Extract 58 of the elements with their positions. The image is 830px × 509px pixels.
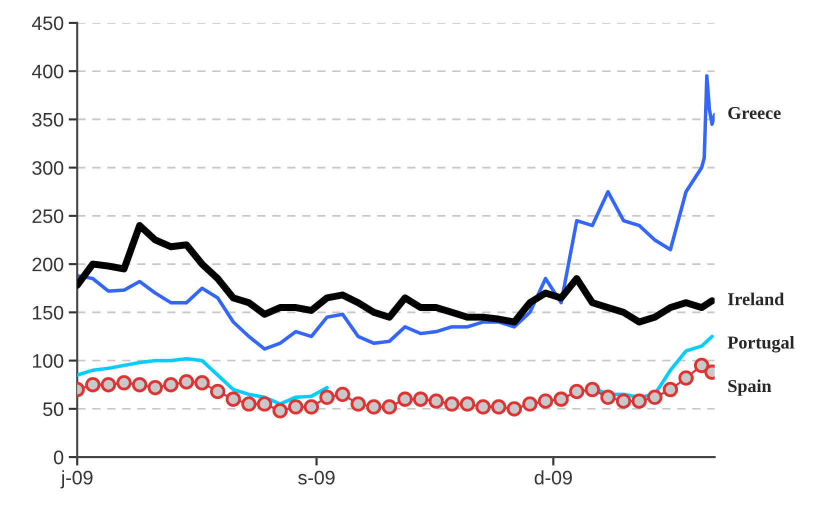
point xyxy=(210,384,226,400)
point xyxy=(538,393,554,409)
point xyxy=(178,374,194,390)
x-tick-label: s-09 xyxy=(298,470,335,485)
point xyxy=(632,393,647,409)
point xyxy=(600,390,616,405)
point xyxy=(334,386,350,402)
point xyxy=(397,392,413,407)
point xyxy=(506,401,522,416)
y-tick-label: 450 xyxy=(32,16,64,30)
series-label: Portugal xyxy=(728,336,794,352)
series-label: Ireland xyxy=(728,292,784,306)
point xyxy=(412,392,428,407)
point xyxy=(256,396,272,412)
point xyxy=(304,399,319,415)
point xyxy=(662,382,678,398)
y-tick-label: 100 xyxy=(33,354,64,368)
point xyxy=(272,403,288,418)
point xyxy=(116,375,132,390)
point xyxy=(428,393,444,409)
point xyxy=(148,380,163,396)
series-label: Greece xyxy=(728,106,781,120)
point xyxy=(319,390,335,405)
x-tick-label: j-09 xyxy=(60,470,92,488)
point xyxy=(584,382,600,398)
point xyxy=(100,377,116,392)
x-tick-label: d-09 xyxy=(534,470,572,485)
y-tick-label: 150 xyxy=(33,306,64,320)
point xyxy=(491,399,506,415)
line-series xyxy=(77,74,715,351)
y-tick-label: 50 xyxy=(43,402,64,416)
point xyxy=(647,390,662,405)
point xyxy=(616,393,632,409)
y-tick-label: 0 xyxy=(54,450,64,464)
y-tick-label: 300 xyxy=(32,161,64,175)
point xyxy=(678,370,694,386)
y-tick-label: 400 xyxy=(32,64,64,78)
y-tick-label: 200 xyxy=(32,258,64,272)
point xyxy=(460,396,476,412)
point xyxy=(226,392,241,407)
point xyxy=(288,399,304,415)
point xyxy=(85,377,100,392)
point xyxy=(132,377,148,392)
point xyxy=(194,375,210,390)
point xyxy=(444,396,460,412)
point xyxy=(366,399,382,415)
point xyxy=(569,384,584,400)
point xyxy=(522,396,538,412)
point xyxy=(694,358,710,374)
y-tick-label: 350 xyxy=(32,112,64,127)
point xyxy=(553,392,569,407)
point xyxy=(350,396,366,412)
point xyxy=(382,399,398,415)
point xyxy=(163,377,178,392)
point xyxy=(241,396,257,412)
y-tick-label: 250 xyxy=(32,209,64,224)
point xyxy=(475,399,491,415)
series-label: Spain xyxy=(728,379,772,396)
